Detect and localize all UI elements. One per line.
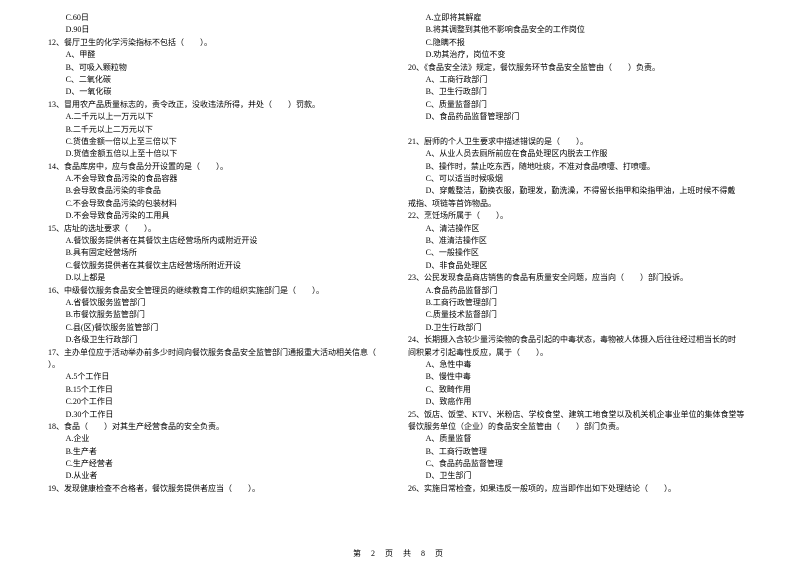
- option-line: B.将其调整到其他不影响食品安全的工作岗位: [408, 24, 752, 36]
- question-line: 15、店址的选址要求（ ）。: [48, 223, 392, 235]
- option-line: D.卫生行政部门: [408, 322, 752, 334]
- question-line: 23、公民发现食品商店销售的食品有质量安全问题，应当向（ ）部门投诉。: [408, 272, 752, 284]
- left-column: C.60日D.90日12、餐厅卫生的化学污染指标不包括（ ）。A、甲醛B、可吸入…: [40, 12, 400, 541]
- right-column: A.立即将其解雇B.将其调整到其他不影响食品安全的工作岗位C.隐瞒不报D.劝其治…: [400, 12, 760, 541]
- option-line: C.县(区)餐饮服务监管部门: [48, 322, 392, 334]
- option-line: B、卫生行政部门: [408, 86, 752, 98]
- option-line: C.质量技术监督部门: [408, 309, 752, 321]
- option-line: D、致癌作用: [408, 396, 752, 408]
- option-line: D.90日: [48, 24, 392, 36]
- option-line: C.不会导致食品污染的包装材料: [48, 198, 392, 210]
- option-line: C.生产经营者: [48, 458, 392, 470]
- option-line: C.货值金额一倍以上至三倍以下: [48, 136, 392, 148]
- option-line: A.5个工作日: [48, 371, 392, 383]
- question-line: 20、《食品安全法》规定，餐饮服务环节食品安全监管由（ ）负责。: [408, 62, 752, 74]
- option-line: C.餐饮服务提供者在其餐饮主店经营场所附近开设: [48, 260, 392, 272]
- option-line: A、急性中毒: [408, 359, 752, 371]
- option-line: A.省餐饮服务监管部门: [48, 297, 392, 309]
- question-line: 13、冒用农产品质量标志的，责令改正，没收违法所得，并处（ ）罚款。: [48, 99, 392, 111]
- option-line: A、从业人员去厕所前应在食品处理区内脱去工作服: [408, 148, 752, 160]
- option-line: D.从业者: [48, 470, 392, 482]
- page-container: C.60日D.90日12、餐厅卫生的化学污染指标不包括（ ）。A、甲醛B、可吸入…: [0, 0, 800, 565]
- question-line: 19、发现健康检查不合格者，餐饮服务提供者应当（ ）。: [48, 483, 392, 495]
- option-line: 戒指、项链等首饰物品。: [408, 198, 752, 210]
- question-line: 22、烹饪场所属于（ ）。: [408, 210, 752, 222]
- question-line: 18、食品（ ）对其生产经营食品的安全负责。: [48, 421, 392, 433]
- option-line: B、工商行政管理: [408, 446, 752, 458]
- option-line: D.各级卫生行政部门: [48, 334, 392, 346]
- option-line: A、工商行政部门: [408, 74, 752, 86]
- option-line: C、食品药品监督管理: [408, 458, 752, 470]
- option-line: A.企业: [48, 433, 392, 445]
- option-line: 餐饮服务单位（企业）的食品安全监管由（ ）部门负责。: [408, 421, 752, 433]
- option-line: B.二千元以上二万元以下: [48, 124, 392, 136]
- option-line: B.具有固定经营场所: [48, 247, 392, 259]
- option-line: D、食品药品监督管理部门: [408, 111, 752, 123]
- question-line: 14、食品库房中，应与食品分开设置的是（ ）。: [48, 161, 392, 173]
- question-line: 16、中级餐饮服务食品安全管理员的继续教育工作的组织实施部门是（ ）。: [48, 285, 392, 297]
- option-line: C.60日: [48, 12, 392, 24]
- question-line: 12、餐厅卫生的化学污染指标不包括（ ）。: [48, 37, 392, 49]
- option-line: C、一般操作区: [408, 247, 752, 259]
- option-line: D、一氧化碳: [48, 86, 392, 98]
- option-line: D、穿戴整洁，勤换衣服，勤理发，勤洗澡，不得留长指甲和染指甲油，上班时候不得戴: [408, 185, 752, 197]
- option-line: D.劝其治疗，岗位不变: [408, 49, 752, 61]
- option-line: A.不会导致食品污染的食品容器: [48, 173, 392, 185]
- option-line: A.立即将其解雇: [408, 12, 752, 24]
- option-line: A、清洁操作区: [408, 223, 752, 235]
- option-line: B、可吸入颗粒物: [48, 62, 392, 74]
- option-line: C.20个工作日: [48, 396, 392, 408]
- option-line: C、二氧化碳: [48, 74, 392, 86]
- page-footer: 第 2 页 共 8 页: [0, 548, 800, 559]
- question-line: 24、长期摄入含较少量污染物的食品引起的中毒状态，毒物被人体摄入后往往经过相当长…: [408, 334, 752, 346]
- option-line: B、慢性中毒: [408, 371, 752, 383]
- option-line: A.餐饮服务提供者在其餐饮主店经营场所内或附近开设: [48, 235, 392, 247]
- question-line: 21、厨师的个人卫生要求中描述错误的是（ ）。: [408, 136, 752, 148]
- option-line: B、准清洁操作区: [408, 235, 752, 247]
- option-line: ）。: [48, 359, 392, 371]
- option-line: A.食品药品监督部门: [408, 285, 752, 297]
- option-line: B.工商行政管理部门: [408, 297, 752, 309]
- option-line: C、致畸作用: [408, 384, 752, 396]
- option-line: C、可以适当时候吸烟: [408, 173, 752, 185]
- option-line: B.15个工作日: [48, 384, 392, 396]
- question-line: 25、饭店、饭堂、KTV、米粉店、学校食堂、建筑工地食堂以及机关机企事业单位的集…: [408, 409, 752, 421]
- question-line: 26、实施日常检查，如果违反一般项的，应当即作出如下处理结论（ ）。: [408, 483, 752, 495]
- option-line: B.生产者: [48, 446, 392, 458]
- option-line: D.30个工作日: [48, 409, 392, 421]
- option-line: B.市餐饮服务监管部门: [48, 309, 392, 321]
- option-line: C、质量监督部门: [408, 99, 752, 111]
- option-line: [408, 124, 752, 136]
- option-line: D.以上都是: [48, 272, 392, 284]
- option-line: A、质量监督: [408, 433, 752, 445]
- option-line: B、操作时，禁止吃东西，随地吐痰，不准对食品喷嚏、打喷嚏。: [408, 161, 752, 173]
- option-line: B.会导致食品污染的非食品: [48, 185, 392, 197]
- option-line: A.二千元以上一万元以下: [48, 111, 392, 123]
- option-line: D.货值金额五倍以上至十倍以下: [48, 148, 392, 160]
- option-line: 间积累才引起毒性反应，属于（ ）。: [408, 347, 752, 359]
- option-line: A、甲醛: [48, 49, 392, 61]
- question-line: 17、主办单位应于活动举办前多少时间向餐饮服务食品安全监管部门通报重大活动相关信…: [48, 347, 392, 359]
- option-line: C.隐瞒不报: [408, 37, 752, 49]
- option-line: D、卫生部门: [408, 470, 752, 482]
- option-line: D.不会导致食品污染的工用具: [48, 210, 392, 222]
- option-line: D、非食品处理区: [408, 260, 752, 272]
